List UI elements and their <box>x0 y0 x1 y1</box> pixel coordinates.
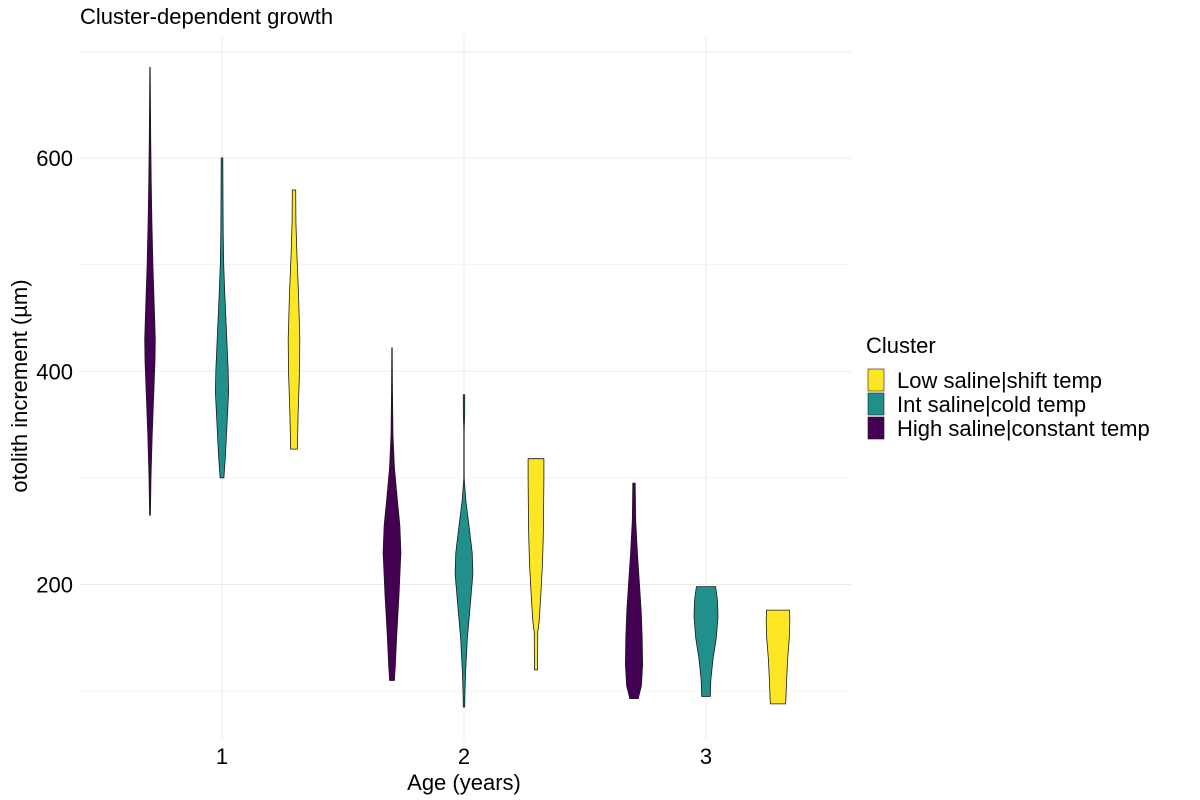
y-tick-label: 600 <box>36 146 73 171</box>
x-tick-label: 2 <box>458 744 470 769</box>
y-tick-label: 400 <box>36 359 73 384</box>
y-tick-label: 200 <box>36 573 73 598</box>
violin-1-low-saline-shift-temp <box>287 189 301 450</box>
legend-label: Int saline|cold temp <box>897 392 1086 417</box>
legend-swatch <box>867 368 885 392</box>
legend-title: Cluster <box>866 333 936 358</box>
violin-3-high-saline-constant-temp <box>624 482 644 699</box>
violin-3-int-saline-cold-temp <box>693 586 719 697</box>
violin-2-int-saline-cold-temp <box>454 394 474 708</box>
legend-swatch <box>867 416 885 440</box>
y-axis-label: otolith increment (µm) <box>7 279 32 492</box>
x-tick-label: 1 <box>216 744 228 769</box>
violin-1-high-saline-constant-temp <box>144 67 156 516</box>
legend-label: High saline|constant temp <box>897 416 1150 441</box>
legend-swatch <box>867 392 885 416</box>
axis-ticks: 200 400 600 1 2 3 <box>36 146 712 769</box>
violin-1-int-saline-cold-temp <box>214 157 230 479</box>
violin-2-low-saline-shift-temp <box>527 458 545 671</box>
violins <box>144 67 791 708</box>
chart-title: Cluster-dependent growth <box>80 4 333 29</box>
x-axis-label: Age (years) <box>407 770 521 795</box>
violin-2-high-saline-constant-temp <box>382 347 402 681</box>
legend-label: Low saline|shift temp <box>897 368 1102 393</box>
x-tick-label: 3 <box>700 744 712 769</box>
violin-3-low-saline-shift-temp <box>765 609 791 705</box>
